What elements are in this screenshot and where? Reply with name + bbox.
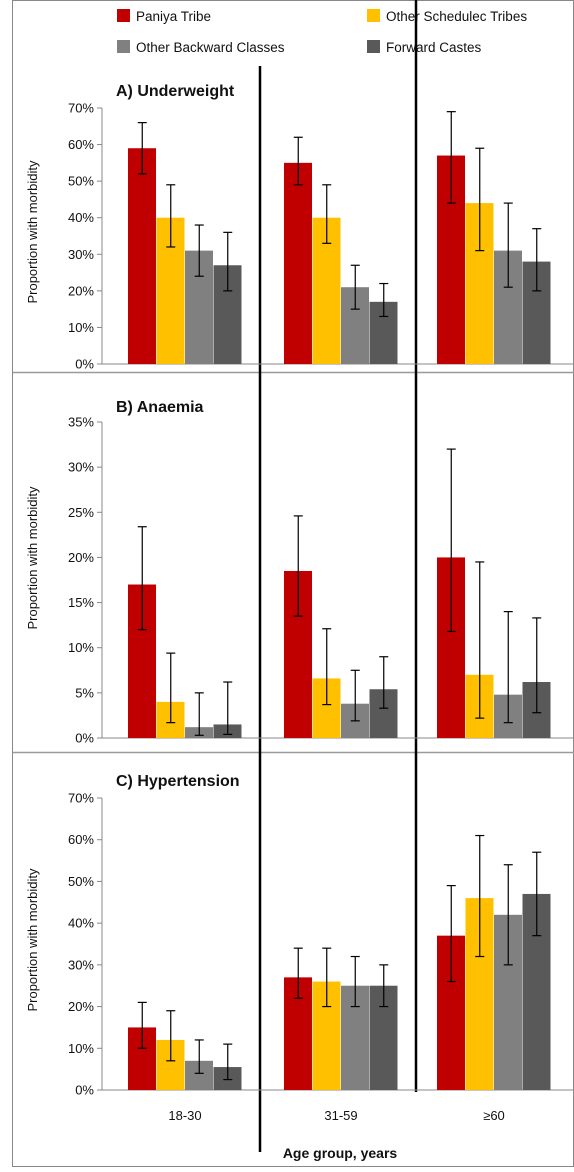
x-tick-label: 31-59 xyxy=(324,1108,357,1123)
y-tick-label: 20% xyxy=(68,999,94,1014)
legend-label-other-st: Other Schedulec Tribes xyxy=(386,9,527,24)
legend-label-fc: Forward Castes xyxy=(386,40,482,55)
y-tick-label: 0% xyxy=(75,1083,94,1098)
y-axis-label: Proportion with morbidity xyxy=(25,486,40,630)
y-tick-label: 20% xyxy=(68,283,94,298)
y-tick-label: 70% xyxy=(68,791,94,806)
y-tick-label: 0% xyxy=(75,731,94,746)
panel-hypertension: C) Hypertension Proportion with morbidit… xyxy=(25,773,397,1161)
y-axis-label: Proportion with morbidity xyxy=(25,868,40,1012)
y-tick-label: 40% xyxy=(68,210,94,225)
y-tick-label: 0% xyxy=(75,357,94,372)
y-tick-label: 30% xyxy=(68,247,94,262)
y-tick-label: 5% xyxy=(75,685,94,700)
y-tick-label: 10% xyxy=(68,1041,94,1056)
panel-title: C) Hypertension xyxy=(116,773,240,790)
y-tick-label: 25% xyxy=(68,505,94,520)
y-tick-label: 10% xyxy=(68,320,94,335)
y-tick-label: 60% xyxy=(68,832,94,847)
y-tick-label: 20% xyxy=(68,550,94,565)
panel-underweight: A) Underweight Proportion with morbidity xyxy=(25,83,235,304)
x-tick-label: 18-30 xyxy=(168,1108,201,1123)
y-tick-label: 40% xyxy=(68,916,94,931)
y-tick-label: 10% xyxy=(68,640,94,655)
panel-title: A) Underweight xyxy=(116,83,235,100)
y-axis-label: Proportion with morbidity xyxy=(25,160,40,304)
x-tick-label: ≥60 xyxy=(483,1108,505,1123)
legend-swatch-fc xyxy=(367,40,380,53)
y-tick-label: 50% xyxy=(68,874,94,889)
x-axis-label: Age group, years xyxy=(283,1145,398,1161)
legend-swatch-obc xyxy=(117,40,130,53)
y-tick-label: 50% xyxy=(68,174,94,189)
y-tick-label: 70% xyxy=(68,101,94,116)
legend: Paniya Tribe Other Schedulec Tribes Othe… xyxy=(117,9,527,55)
legend-swatch-other-st xyxy=(367,9,380,22)
y-tick-label: 30% xyxy=(68,460,94,475)
legend-swatch-paniya xyxy=(117,9,130,22)
y-tick-label: 15% xyxy=(68,595,94,610)
y-tick-label: 30% xyxy=(68,957,94,972)
panel-title: B) Anaemia xyxy=(116,399,204,416)
bar-paniya xyxy=(284,162,312,364)
panel-anaemia: B) Anaemia Proportion with morbidity xyxy=(25,399,204,630)
y-tick-label: 35% xyxy=(68,415,94,430)
legend-label-obc: Other Backward Classes xyxy=(136,40,285,55)
chart-marks: 0% 10% 20% 30% 40% 50% 60% 70% 0% 5% 10% 15% 20% 25% 3… xyxy=(68,101,574,1123)
bar-paniya xyxy=(128,148,156,364)
legend-label-paniya: Paniya Tribe xyxy=(136,9,211,24)
y-tick-label: 60% xyxy=(68,137,94,152)
